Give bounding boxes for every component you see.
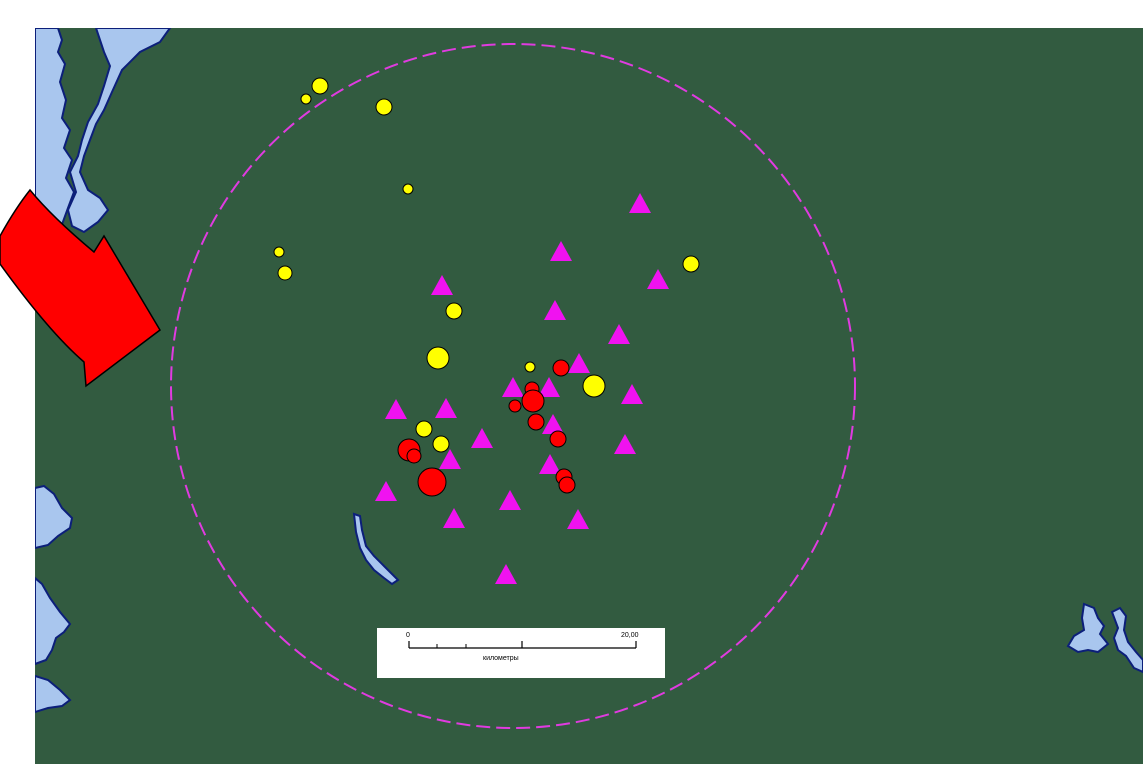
- triangle-marker[interactable]: [544, 300, 566, 320]
- triangle-marker[interactable]: [568, 353, 590, 373]
- triangle-layer: [375, 193, 669, 584]
- yellow-point[interactable]: [426, 346, 450, 370]
- triangle-marker[interactable]: [614, 434, 636, 454]
- red-point[interactable]: [508, 399, 522, 413]
- triangle-marker[interactable]: [499, 490, 521, 510]
- triangle-marker[interactable]: [431, 275, 453, 295]
- yellow-point[interactable]: [682, 255, 700, 273]
- yellow-point[interactable]: [524, 361, 536, 373]
- lake-west-middle: [35, 484, 74, 550]
- triangle-marker[interactable]: [439, 449, 461, 469]
- red-point[interactable]: [417, 467, 447, 497]
- yellow-point[interactable]: [311, 77, 329, 95]
- triangle-marker[interactable]: [542, 414, 564, 434]
- yellow-points-layer: [273, 77, 700, 453]
- scale-unit-label: километры: [483, 655, 519, 662]
- yellow-point[interactable]: [300, 93, 312, 105]
- yellow-point[interactable]: [432, 435, 450, 453]
- triangle-marker[interactable]: [621, 384, 643, 404]
- yellow-point[interactable]: [273, 246, 285, 258]
- lake-east-1: [1066, 602, 1110, 654]
- lake-southwest: [35, 576, 72, 666]
- scale-bar: 0 20,00 километры: [377, 628, 665, 678]
- triangle-marker[interactable]: [443, 508, 465, 528]
- red-point[interactable]: [549, 430, 567, 448]
- yellow-point[interactable]: [415, 420, 433, 438]
- red-point[interactable]: [558, 476, 576, 494]
- scale-bar-ruler: [408, 641, 637, 649]
- triangle-marker[interactable]: [375, 481, 397, 501]
- yellow-point[interactable]: [375, 98, 393, 116]
- red-point[interactable]: [406, 448, 422, 464]
- triangle-marker[interactable]: [647, 269, 669, 289]
- triangle-marker[interactable]: [385, 399, 407, 419]
- red-points-layer: [397, 359, 576, 497]
- triangle-marker[interactable]: [629, 193, 651, 213]
- triangle-marker[interactable]: [435, 398, 457, 418]
- red-point[interactable]: [527, 413, 545, 431]
- lake-southwest-lower: [35, 674, 72, 714]
- lake-north-bay: [66, 28, 172, 234]
- triangle-marker[interactable]: [495, 564, 517, 584]
- triangle-marker[interactable]: [567, 509, 589, 529]
- triangle-marker[interactable]: [550, 241, 572, 261]
- yellow-point[interactable]: [582, 374, 606, 398]
- triangle-marker[interactable]: [471, 428, 493, 448]
- triangle-marker[interactable]: [538, 377, 560, 397]
- scale-end-label: 20,00: [621, 632, 639, 639]
- radius-circle: [170, 43, 856, 729]
- scale-start-label: 0: [406, 632, 410, 639]
- triangle-marker[interactable]: [502, 377, 524, 397]
- lake-east-2: [1110, 606, 1143, 674]
- yellow-point[interactable]: [445, 302, 463, 320]
- red-point[interactable]: [521, 389, 545, 413]
- triangle-marker[interactable]: [539, 454, 561, 474]
- triangle-marker[interactable]: [608, 324, 630, 344]
- red-curved-arrow-icon: [0, 188, 161, 388]
- red-point[interactable]: [552, 359, 570, 377]
- yellow-point[interactable]: [277, 265, 293, 281]
- map-canvas: 0 20,00 километры: [35, 28, 1143, 764]
- yellow-point[interactable]: [402, 183, 414, 195]
- lake-small-river: [352, 512, 400, 586]
